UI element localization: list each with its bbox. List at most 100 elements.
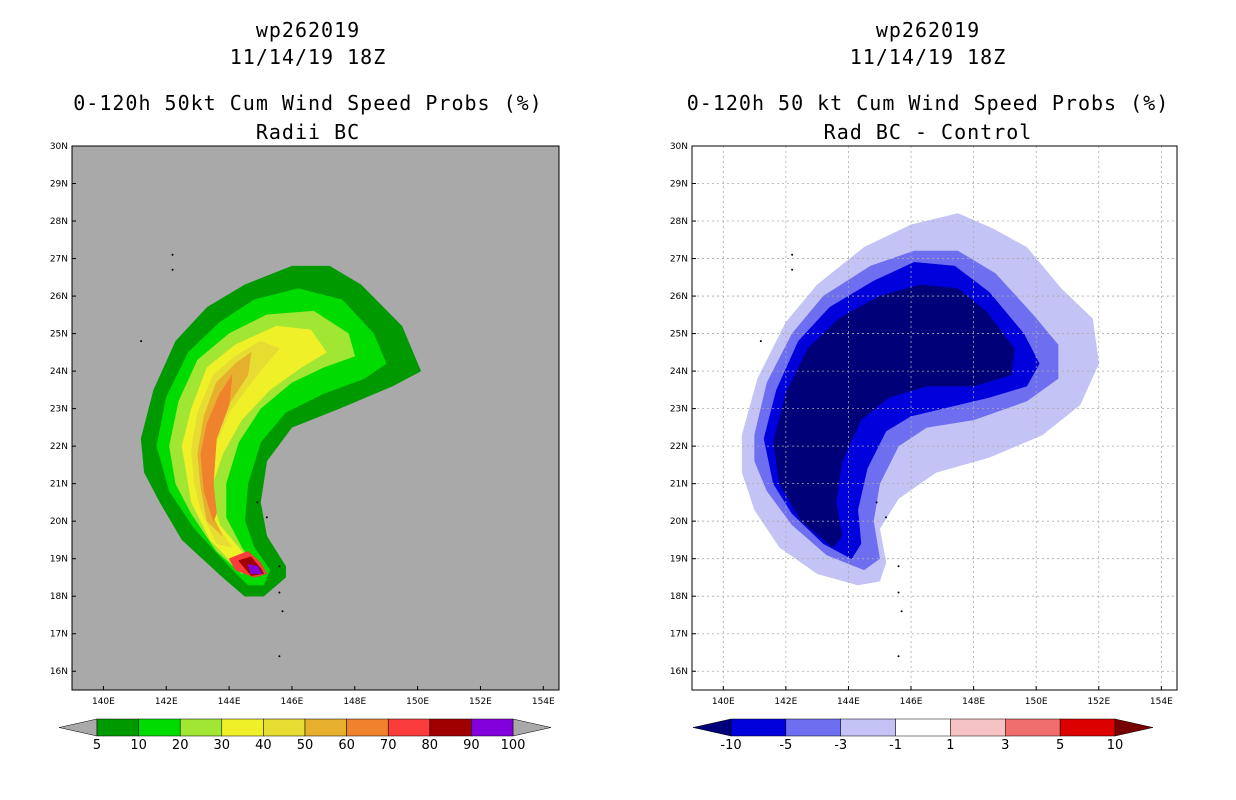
- xtick-label: 154E: [532, 697, 555, 707]
- ytick-label: 19N: [50, 555, 68, 565]
- colorbar-swatch: [138, 718, 181, 737]
- colorbar-swatch: [346, 718, 389, 737]
- ytick-label: 29N: [670, 180, 688, 190]
- xtick-label: 142E: [774, 697, 797, 707]
- ytick-label: 30N: [50, 142, 68, 152]
- colorbar-swatch: [895, 718, 951, 737]
- xtick-label: 146E: [900, 697, 923, 707]
- island-marker: [278, 565, 281, 568]
- chart-title-left: 0-120h 50kt Cum Wind Speed Probs (%): [73, 91, 543, 115]
- xtick-label: 144E: [218, 697, 241, 707]
- chart-title-right: 0-120h 50 kt Cum Wind Speed Probs (%): [686, 91, 1170, 115]
- ytick-label: 23N: [670, 405, 688, 415]
- xtick-label: 144E: [837, 697, 860, 707]
- xtick-label: 150E: [1025, 697, 1048, 707]
- ytick-label: 22N: [50, 442, 68, 452]
- ytick-label: 23N: [50, 405, 68, 415]
- colorbar-left: 5 10 20 30 40 50 60 70 80 90 100: [58, 718, 552, 753]
- colorbar-label: -3: [834, 738, 847, 753]
- ytick-label: 21N: [670, 480, 688, 490]
- storm-id-title-right: wp262019: [875, 18, 981, 42]
- colorbar-swatch: [840, 718, 896, 737]
- xtick-label: 148E: [962, 697, 985, 707]
- map-frame-right: [691, 145, 1178, 691]
- ytick-label: 18N: [670, 592, 688, 602]
- ytick-label: 24N: [50, 367, 68, 377]
- ytick-label: 27N: [670, 255, 688, 265]
- xtick-label: 154E: [1150, 697, 1173, 707]
- ytick-label: 30N: [670, 142, 688, 152]
- island-marker: [256, 501, 259, 504]
- colorbar-label: 10: [130, 738, 147, 753]
- colorbar-right: -10 -5 -3 -1 1 3 5 10: [692, 718, 1154, 753]
- chart-subtitle-left: Radii BC: [255, 120, 361, 144]
- colorbar-label: -5: [779, 738, 792, 753]
- ytick-label: 26N: [50, 292, 68, 302]
- island-marker: [278, 591, 281, 594]
- colorbar-swatch: [730, 718, 787, 737]
- island-marker: [281, 610, 284, 613]
- colorbar-label: 60: [338, 738, 355, 753]
- xtick-label: 140E: [92, 697, 115, 707]
- island-marker: [791, 253, 794, 256]
- colorbar-label: 70: [380, 738, 397, 753]
- island-marker: [140, 340, 143, 343]
- xtick-label: 148E: [343, 697, 366, 707]
- island-marker: [278, 655, 281, 658]
- ytick-label: 17N: [50, 630, 68, 640]
- colorbar-label: 80: [422, 738, 439, 753]
- ytick-label: 24N: [670, 367, 688, 377]
- colorbar-swatch: [1059, 718, 1116, 737]
- colorbar-swatch: [221, 718, 264, 737]
- ytick-label: 26N: [670, 292, 688, 302]
- island-marker: [897, 591, 900, 594]
- datetime-title-right: 11/14/19 18Z: [849, 45, 1007, 69]
- ytick-label: 20N: [670, 517, 688, 527]
- colorbar-label: 100: [501, 738, 526, 753]
- ytick-label: 28N: [670, 217, 688, 227]
- colorbar-swatch: [263, 718, 306, 737]
- colorbar-label: 1: [946, 738, 954, 753]
- colorbar-swatch: [387, 718, 431, 737]
- ytick-label: 21N: [50, 480, 68, 490]
- colorbar-label: -10: [720, 738, 741, 753]
- xtick-label: 140E: [712, 697, 735, 707]
- island-marker: [885, 516, 887, 519]
- colorbar-swatch: [304, 718, 347, 737]
- colorbar-swatch: [785, 718, 841, 737]
- contour-left-90: [247, 563, 263, 574]
- colorbar-label: 5: [1056, 738, 1064, 753]
- island-marker: [875, 501, 878, 504]
- ytick-label: 29N: [50, 180, 68, 190]
- ytick-label: 19N: [670, 555, 688, 565]
- colorbar-under-arrow: [692, 718, 732, 737]
- xtick-label: 150E: [406, 697, 429, 707]
- colorbar-label: 40: [255, 738, 272, 753]
- xtick-label: 152E: [469, 697, 492, 707]
- island-marker: [265, 516, 268, 519]
- colorbar-swatch: [471, 718, 514, 737]
- island-marker: [759, 340, 762, 343]
- ytick-label: 16N: [670, 667, 688, 677]
- island-marker: [171, 268, 174, 271]
- colorbar-label: 90: [463, 738, 480, 753]
- xtick-label: 142E: [155, 697, 178, 707]
- colorbar-label: 3: [1001, 738, 1009, 753]
- colorbar-label: 5: [93, 738, 101, 753]
- island-marker: [900, 610, 903, 613]
- colorbar-swatch: [96, 718, 139, 737]
- colorbar-over-arrow: [1114, 718, 1154, 737]
- colorbar-swatch: [179, 718, 223, 737]
- ytick-label: 28N: [50, 217, 68, 227]
- island-marker: [897, 565, 900, 568]
- map-frame-left: [71, 145, 560, 691]
- ytick-label: 25N: [670, 330, 688, 340]
- map-panel-left: 140E 142E 144E 146E 148E 150E 152E 154E 16N 17N 18…: [50, 142, 560, 707]
- ytick-label: 20N: [50, 517, 68, 527]
- island-marker: [171, 253, 174, 256]
- ytick-label: 17N: [670, 630, 688, 640]
- colorbar-under-arrow: [58, 718, 98, 737]
- colorbar-label: 50: [297, 738, 314, 753]
- xtick-label: 146E: [280, 697, 303, 707]
